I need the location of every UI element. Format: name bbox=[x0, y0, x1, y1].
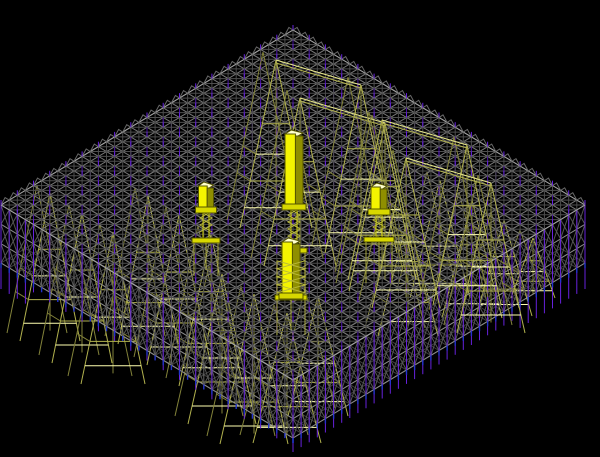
gantry-frames[interactable] bbox=[226, 51, 526, 334]
steel-columns[interactable] bbox=[191, 129, 395, 335]
steel-column[interactable] bbox=[363, 182, 395, 283]
steel-column[interactable] bbox=[274, 237, 308, 335]
steel-column[interactable] bbox=[191, 181, 221, 276]
